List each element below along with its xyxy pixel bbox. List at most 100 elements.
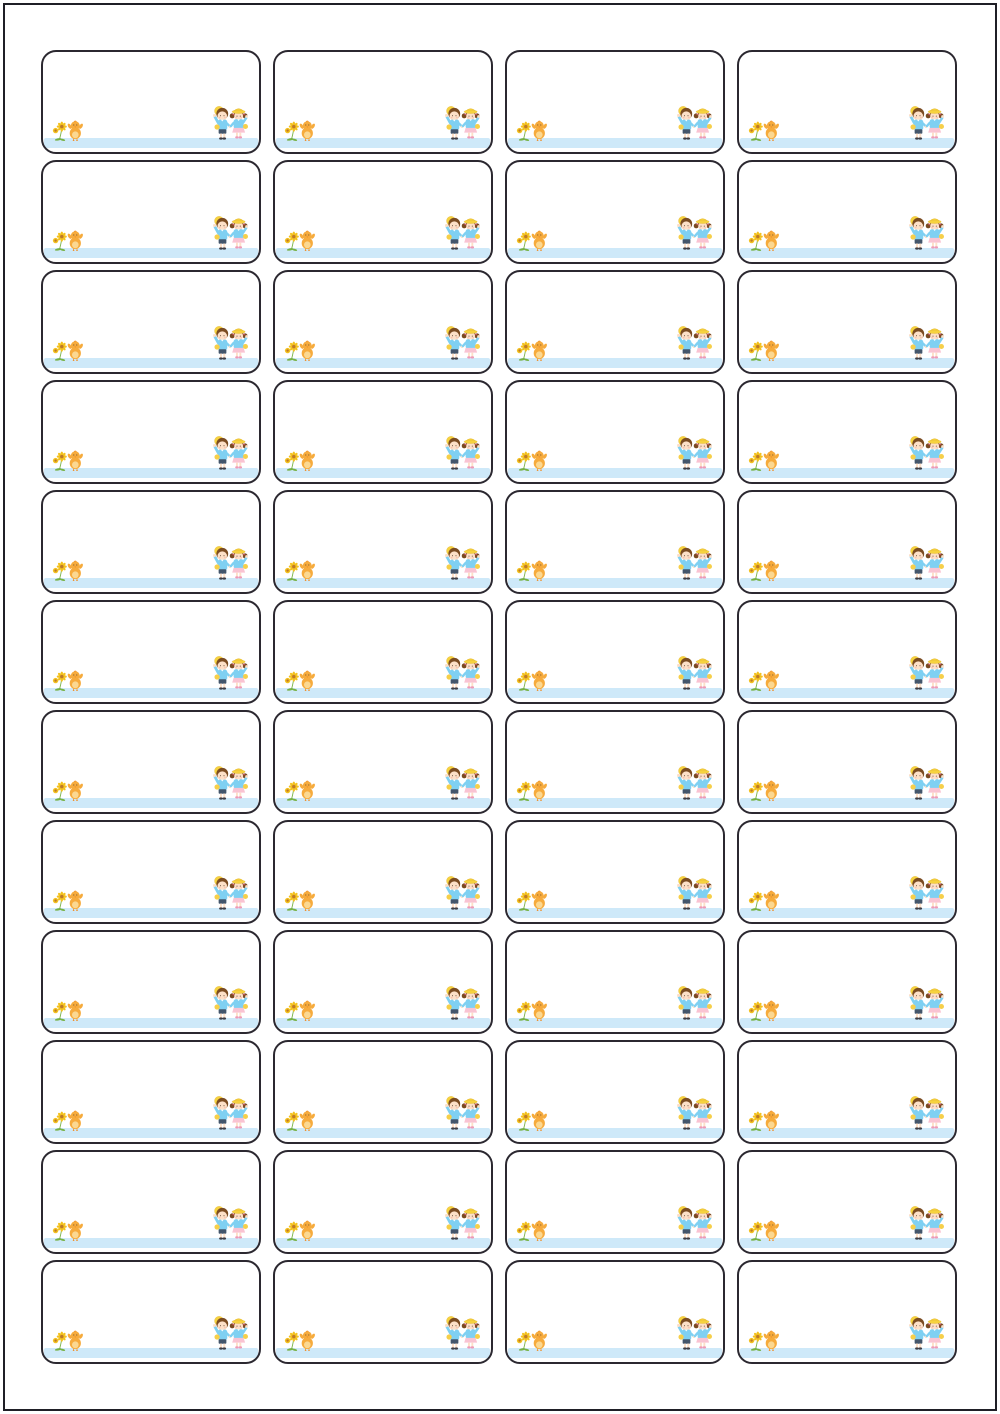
- name-label: [41, 1260, 261, 1364]
- label-writing-strip: [44, 908, 258, 918]
- kindergarten-children-icon: [677, 546, 712, 580]
- label-writing-strip: [44, 358, 258, 368]
- chick-and-sunflower-icon: [748, 890, 779, 912]
- chick-and-sunflower-icon: [284, 230, 315, 252]
- label-writing-strip: [276, 248, 490, 258]
- kindergarten-children-icon: [677, 436, 712, 470]
- chick-and-sunflower-icon: [284, 1220, 315, 1242]
- label-writing-strip: [740, 1018, 954, 1028]
- chick-and-sunflower-icon: [516, 670, 547, 692]
- kindergarten-children-icon: [213, 1206, 248, 1240]
- chick-and-sunflower-icon: [284, 1110, 315, 1132]
- name-label: [41, 600, 261, 704]
- kindergarten-children-icon: [677, 1096, 712, 1130]
- kindergarten-children-icon: [213, 546, 248, 580]
- label-writing-strip: [508, 358, 722, 368]
- chick-and-sunflower-icon: [516, 230, 547, 252]
- kindergarten-children-icon: [909, 656, 944, 690]
- kindergarten-children-icon: [445, 876, 480, 910]
- label-writing-strip: [276, 908, 490, 918]
- name-label: [273, 1150, 493, 1254]
- chick-and-sunflower-icon: [52, 670, 83, 692]
- name-label: [41, 930, 261, 1034]
- kindergarten-children-icon: [909, 436, 944, 470]
- label-writing-strip: [44, 1018, 258, 1028]
- kindergarten-children-icon: [677, 326, 712, 360]
- name-label: [273, 1260, 493, 1364]
- chick-and-sunflower-icon: [748, 560, 779, 582]
- label-writing-strip: [44, 798, 258, 808]
- name-label: [737, 380, 957, 484]
- chick-and-sunflower-icon: [52, 1330, 83, 1352]
- chick-and-sunflower-icon: [284, 1330, 315, 1352]
- label-writing-strip: [740, 358, 954, 368]
- name-label: [505, 930, 725, 1034]
- name-label: [41, 1150, 261, 1254]
- label-writing-strip: [44, 248, 258, 258]
- name-label: [737, 1040, 957, 1144]
- kindergarten-children-icon: [213, 106, 248, 140]
- name-label: [273, 600, 493, 704]
- kindergarten-children-icon: [213, 766, 248, 800]
- label-writing-strip: [276, 1128, 490, 1138]
- chick-and-sunflower-icon: [284, 340, 315, 362]
- label-writing-strip: [44, 578, 258, 588]
- name-label: [273, 1040, 493, 1144]
- name-label: [273, 160, 493, 264]
- kindergarten-children-icon: [445, 1206, 480, 1240]
- name-label: [273, 50, 493, 154]
- name-label: [505, 1260, 725, 1364]
- label-writing-strip: [740, 1238, 954, 1248]
- label-writing-strip: [740, 578, 954, 588]
- chick-and-sunflower-icon: [516, 890, 547, 912]
- name-label: [505, 50, 725, 154]
- name-label: [273, 270, 493, 374]
- chick-and-sunflower-icon: [284, 560, 315, 582]
- kindergarten-children-icon: [909, 876, 944, 910]
- name-label: [41, 270, 261, 374]
- name-label: [737, 1260, 957, 1364]
- label-writing-strip: [44, 1128, 258, 1138]
- name-label: [505, 490, 725, 594]
- label-writing-strip: [508, 1018, 722, 1028]
- chick-and-sunflower-icon: [748, 120, 779, 142]
- label-writing-strip: [276, 468, 490, 478]
- kindergarten-children-icon: [677, 1206, 712, 1240]
- label-writing-strip: [44, 1238, 258, 1248]
- kindergarten-children-icon: [909, 986, 944, 1020]
- chick-and-sunflower-icon: [52, 1220, 83, 1242]
- kindergarten-children-icon: [445, 1096, 480, 1130]
- kindergarten-children-icon: [213, 436, 248, 470]
- chick-and-sunflower-icon: [52, 780, 83, 802]
- name-label: [41, 160, 261, 264]
- label-writing-strip: [508, 1238, 722, 1248]
- name-label: [505, 600, 725, 704]
- name-label: [505, 710, 725, 814]
- name-label: [737, 820, 957, 924]
- kindergarten-children-icon: [677, 876, 712, 910]
- kindergarten-children-icon: [445, 546, 480, 580]
- kindergarten-children-icon: [909, 766, 944, 800]
- chick-and-sunflower-icon: [748, 450, 779, 472]
- name-label: [505, 160, 725, 264]
- name-label: [505, 380, 725, 484]
- label-writing-strip: [276, 1348, 490, 1358]
- label-writing-strip: [44, 468, 258, 478]
- label-writing-strip: [740, 1348, 954, 1358]
- chick-and-sunflower-icon: [284, 890, 315, 912]
- name-label: [41, 1040, 261, 1144]
- chick-and-sunflower-icon: [748, 780, 779, 802]
- name-label: [505, 1040, 725, 1144]
- label-writing-strip: [276, 798, 490, 808]
- name-label: [505, 820, 725, 924]
- kindergarten-children-icon: [445, 656, 480, 690]
- kindergarten-children-icon: [677, 1316, 712, 1350]
- label-writing-strip: [508, 908, 722, 918]
- label-writing-strip: [276, 138, 490, 148]
- chick-and-sunflower-icon: [52, 450, 83, 472]
- name-label: [737, 1150, 957, 1254]
- label-writing-strip: [44, 138, 258, 148]
- label-writing-strip: [44, 688, 258, 698]
- kindergarten-children-icon: [213, 216, 248, 250]
